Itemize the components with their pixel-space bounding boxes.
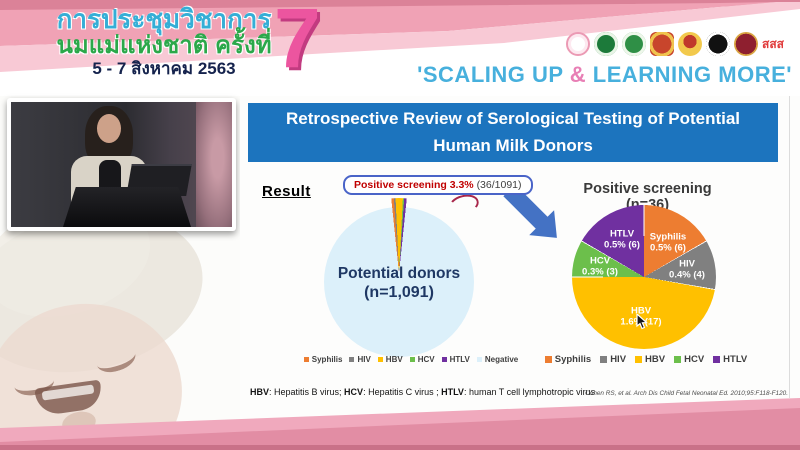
speaker-face (97, 114, 121, 143)
black-medical-society-seal-logo (706, 32, 730, 56)
legend-item-hcv: HCV (409, 355, 435, 364)
slogan-ampersand: & (569, 62, 587, 87)
positive-screening-callout: Positive screening 3.3% (36/1091) (343, 175, 533, 195)
potential-donors-legend: Syphilis HIV HBV HCV HTLV Negative (276, 355, 546, 364)
legend-swatch (377, 357, 383, 362)
legend-swatch (349, 357, 355, 362)
mouse-cursor-icon[interactable] (636, 314, 650, 330)
legend-item-hiv: HIV (600, 354, 626, 365)
reference-citation: Cohen RS, et al. Arch Dis Child Fetal Ne… (585, 390, 788, 397)
conference-subtitle: นมแม่แห่งชาติ ครั้งที่ (56, 32, 272, 60)
conference-title: การประชุมวิชาการ (56, 4, 272, 34)
legend-swatch (635, 356, 643, 363)
legend-item-htlv: HTLV (713, 354, 747, 365)
legend-label: HCV (417, 355, 435, 364)
legend-item-hbv: HBV (377, 355, 403, 364)
conference-banner: การประชุมวิชาการ นมแม่แห่งชาติ ครั้งที่ … (0, 0, 800, 96)
edition-number: 7 (274, 0, 321, 85)
footnote-definition: : human T cell lymphotropic virus (463, 387, 596, 397)
slogan-pre: 'SCALING UP (417, 62, 570, 87)
legend-swatch (674, 356, 682, 363)
red-gold-university-crest-logo (650, 32, 674, 56)
legend-swatch (441, 357, 447, 362)
legend-item-syphilis: Syphilis (544, 354, 592, 365)
potential-donors-label-line2: (n=1,091) (364, 284, 434, 302)
legend-item-hbv: HBV (635, 354, 665, 365)
conference-title-block: การประชุมวิชาการ นมแม่แห่งชาติ ครั้งที่ … (50, 4, 278, 79)
slide-title: Retrospective Review of Serological Test… (248, 103, 778, 162)
legend-item-htlv: HTLV (441, 355, 470, 364)
legend-label: Syphilis (311, 355, 343, 364)
positive-screening-legend: Syphilis HIV HBV HCV HTLV (544, 354, 747, 365)
legend-item-negative: Negative (476, 355, 519, 364)
legend-item-hiv: HIV (349, 355, 371, 364)
potential-donors-label-line1: Potential donors (337, 265, 461, 282)
legend-label: HIV (610, 354, 627, 365)
abbreviation-footnote: HBV: Hepatitis B virus; HCV: Hepatitis C… (250, 387, 595, 397)
footnote-definition: : Hepatitis B virus; (269, 387, 345, 397)
blue-block-arrow-icon (503, 184, 557, 238)
legend-label: HTLV (723, 354, 748, 365)
legend-swatch (713, 356, 721, 363)
legend-label: HTLV (449, 355, 470, 364)
legend-swatch (600, 356, 608, 363)
slice-label-htlv: HTLV 0.5% (6) (604, 228, 640, 251)
green-ministry-seal-logo (594, 32, 618, 56)
slice-label-syphilis: Syphilis 0.5% (6) (649, 231, 687, 254)
legend-label: HBV (645, 354, 666, 365)
slide-edge-line (789, 96, 790, 398)
footnote-abbr: HCV (344, 387, 364, 397)
legend-label: HIV (357, 355, 371, 364)
callout-detail-value: (36/1091) (476, 179, 522, 191)
legend-swatch (544, 356, 552, 363)
conference-slogan: 'SCALING UP & LEARNING MORE' (417, 62, 792, 88)
slide-area: Retrospective Review of Serological Test… (240, 96, 800, 450)
legend-item-syphilis: Syphilis (303, 355, 343, 364)
conference-date: 5 - 7 สิงหาคม 2563 (92, 59, 236, 79)
legend-label: Negative (484, 355, 519, 364)
podium (63, 187, 191, 227)
slice-label-hcv: HCV 0.3% (3) (582, 255, 618, 278)
speaker-video-scene (11, 102, 232, 227)
legend-label: Syphilis (554, 354, 592, 365)
legend-swatch (476, 357, 482, 362)
green-health-department-seal-logo (622, 32, 646, 56)
footnote-abbr: HBV (250, 387, 270, 397)
callout-highlight: Positive screening 3.3% (354, 179, 474, 191)
footnote-abbr: HTLV (441, 387, 464, 397)
potential-donors-label: Potential donors (n=1,091) (324, 264, 474, 303)
thai-health-sss-logo: สสส (762, 37, 784, 51)
legend-label: HBV (385, 355, 403, 364)
legend-swatch (409, 357, 415, 362)
footnote-definition: : Hepatitis C virus ; (363, 387, 442, 397)
dark-red-college-crest-logo (734, 32, 758, 56)
legend-item-hcv: HCV (674, 354, 704, 365)
slice-label-hiv: HIV 0.4% (4) (669, 258, 705, 281)
result-heading: Result (262, 183, 311, 200)
speaker-video-panel (7, 98, 236, 231)
slogan-post: LEARNING MORE' (586, 62, 792, 87)
video-backdrop-baby-image (196, 102, 232, 227)
mother-and-child-foundation-logo (566, 32, 590, 56)
gold-royal-college-crest-logo (678, 32, 702, 56)
legend-label: HCV (684, 354, 705, 365)
potential-donors-pie: Potential donors (n=1,091) (324, 198, 474, 357)
potential-donors-positive-sliver (324, 198, 474, 348)
legend-swatch (303, 357, 309, 362)
sponsor-logo-row: สสส (566, 30, 784, 58)
